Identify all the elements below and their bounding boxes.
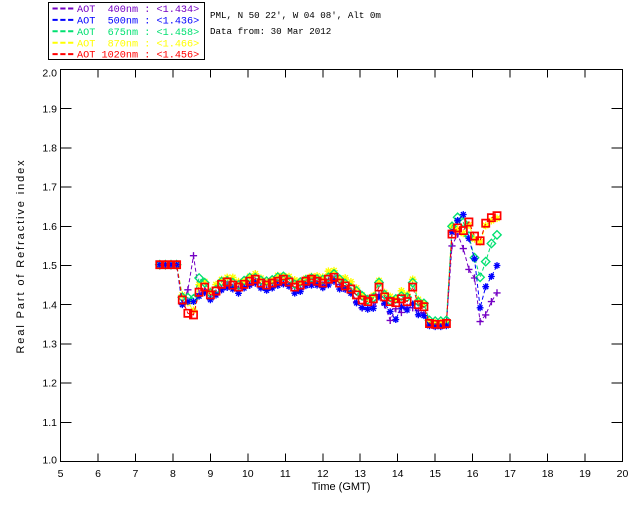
svg-text:5: 5 — [58, 468, 64, 480]
svg-text:8: 8 — [170, 468, 176, 480]
svg-text:1.0: 1.0 — [42, 454, 57, 466]
svg-text:14: 14 — [392, 468, 404, 480]
svg-text:Real Part of Refractive index: Real Part of Refractive index — [15, 158, 27, 353]
svg-text:1.5: 1.5 — [42, 260, 57, 272]
svg-text:10: 10 — [242, 468, 254, 480]
svg-text:PML, N 50 22', W 04 08', Alt 0: PML, N 50 22', W 04 08', Alt 0m — [210, 10, 381, 21]
svg-text:7: 7 — [132, 468, 138, 480]
svg-text:AOT 400nm : <1.434>: AOT 400nm : <1.434> — [77, 5, 199, 16]
svg-text:1.2: 1.2 — [42, 378, 57, 390]
svg-text:6: 6 — [95, 468, 101, 480]
svg-text:16: 16 — [467, 468, 479, 480]
svg-text:1.4: 1.4 — [42, 299, 57, 311]
svg-text:AOT 1020nm : <1.456>: AOT 1020nm : <1.456> — [77, 51, 199, 62]
svg-text:Time (GMT): Time (GMT) — [312, 481, 371, 493]
svg-text:15: 15 — [429, 468, 441, 480]
svg-text:20: 20 — [617, 468, 629, 480]
svg-text:1.9: 1.9 — [42, 103, 57, 115]
svg-text:13: 13 — [354, 468, 366, 480]
svg-text:18: 18 — [542, 468, 554, 480]
svg-text:2.0: 2.0 — [42, 68, 57, 80]
svg-text:AOT 675nm : <1.458>: AOT 675nm : <1.458> — [77, 28, 199, 39]
svg-text:19: 19 — [579, 468, 591, 480]
svg-text:11: 11 — [280, 468, 291, 480]
svg-text:1.1: 1.1 — [42, 417, 57, 429]
svg-text:12: 12 — [317, 468, 329, 480]
svg-text:1.3: 1.3 — [42, 339, 57, 351]
svg-text:1.8: 1.8 — [42, 143, 57, 155]
svg-text:1.6: 1.6 — [42, 221, 57, 233]
svg-text:9: 9 — [207, 468, 213, 480]
svg-text:Data from: 30 Mar 2012: Data from: 30 Mar 2012 — [210, 26, 331, 37]
svg-text:AOT 870nm : <1.466>: AOT 870nm : <1.466> — [77, 39, 199, 50]
svg-text:AOT 500nm : <1.436>: AOT 500nm : <1.436> — [77, 17, 199, 28]
svg-text:1.7: 1.7 — [42, 182, 57, 194]
svg-text:17: 17 — [504, 468, 516, 480]
